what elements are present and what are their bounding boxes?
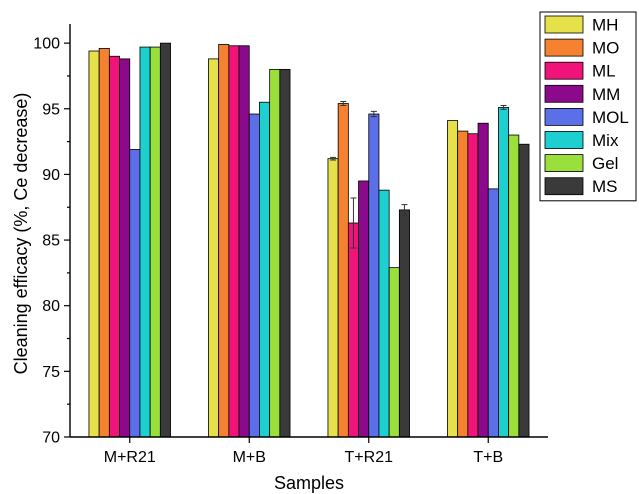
bar [88, 50, 100, 438]
bar [149, 46, 161, 438]
x-tick-label: M+B [233, 449, 266, 466]
bar [457, 130, 469, 438]
bar [238, 45, 250, 438]
bar [337, 103, 349, 438]
y-ticks-group: 70 75 80 85 90 95 100 [33, 36, 70, 447]
bar [208, 58, 220, 438]
bar [98, 47, 110, 438]
bar [159, 42, 171, 438]
error-bar [500, 104, 507, 110]
axes-group [69, 24, 548, 438]
bar [228, 45, 240, 438]
legend-swatch [544, 61, 584, 80]
legend-label: MO [592, 39, 619, 58]
error-bar [350, 197, 357, 249]
bar [447, 120, 459, 438]
y-tick-label: 85 [42, 233, 60, 250]
bar [139, 46, 151, 438]
bars-group [88, 42, 530, 438]
bar [467, 133, 479, 438]
bar [259, 101, 271, 438]
error-bar [340, 101, 347, 106]
y-tick-label: 80 [42, 298, 60, 315]
bar [129, 149, 141, 438]
error-bar [370, 110, 377, 118]
legend-swatch [544, 177, 584, 196]
x-axis-label: Samples [274, 473, 344, 493]
bar [487, 188, 499, 438]
y-tick-label: 100 [33, 36, 60, 53]
bar [498, 107, 510, 438]
bar [358, 180, 370, 438]
x-ticks-group: M+R21 M+B T+R21 T+B [104, 437, 503, 466]
legend-label: MH [592, 16, 618, 35]
y-tick-label: 70 [42, 430, 60, 447]
y-tick-label: 90 [42, 167, 60, 184]
error-bars-group [330, 101, 507, 249]
bar [119, 58, 131, 438]
legend-swatch [544, 154, 584, 173]
legend-swatch [544, 15, 584, 34]
legend-swatch [544, 108, 584, 126]
legend-label: Gel [592, 154, 618, 173]
legend-swatch [544, 131, 584, 149]
y-axis-label: Cleaning efficacy (%, Ce decrease) [11, 93, 31, 375]
legend-label: MM [592, 85, 620, 104]
bar [398, 209, 410, 438]
legend-label: MOL [592, 108, 629, 127]
bar [368, 113, 380, 438]
legend-label: MS [592, 177, 618, 196]
bar [518, 143, 530, 438]
bar [347, 222, 359, 438]
error-bar [330, 156, 337, 161]
legend-swatch [544, 38, 584, 57]
bar [269, 68, 281, 438]
x-tick-label: T+R21 [345, 449, 394, 466]
legend-label: Mix [592, 131, 619, 150]
bar [388, 267, 400, 438]
y-tick-label: 75 [42, 364, 60, 381]
bar [378, 189, 390, 438]
x-tick-label: M+R21 [104, 449, 156, 466]
bar [108, 55, 120, 438]
legend-swatch [544, 84, 584, 103]
error-bar [401, 204, 408, 216]
bar [508, 134, 520, 438]
bar [327, 158, 339, 438]
bar [477, 122, 489, 438]
y-tick-label: 95 [42, 101, 60, 118]
bar [279, 68, 291, 438]
bar [218, 44, 230, 438]
legend: MH MO ML MM MOL Mix Gel MS [539, 11, 637, 202]
x-tick-label: T+B [473, 449, 503, 466]
bar [248, 113, 260, 438]
legend-label: ML [592, 62, 616, 81]
